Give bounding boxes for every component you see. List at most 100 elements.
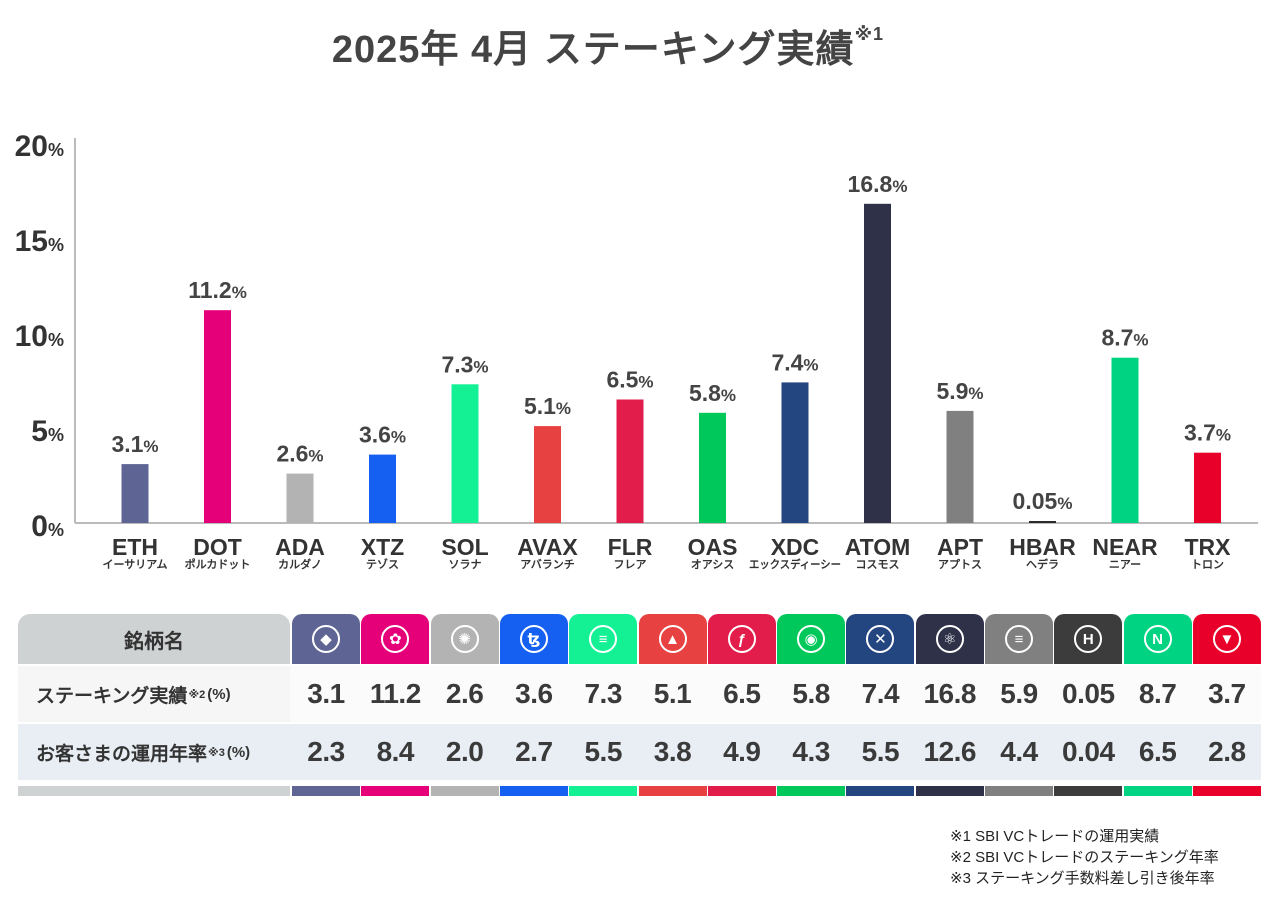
xtz-icon: ꜩ (519, 625, 548, 653)
column-footer-strip (638, 786, 707, 796)
table-cell: 3.8 (638, 724, 707, 780)
x-tick-kana-apt: アプトス (938, 557, 982, 571)
bar-sol (451, 384, 479, 523)
bar-hbar (1029, 521, 1056, 523)
column-header: ≡ (985, 614, 1053, 664)
column-header: ◆ (292, 614, 360, 664)
column-footer-strip (915, 786, 984, 796)
column-footer-strip (1054, 786, 1123, 796)
x-tick-kana-dot: ポルカドット (185, 557, 251, 571)
value-label-flr: 6.5% (606, 367, 653, 393)
y-tick-label: 10% (15, 320, 64, 353)
column-footer-strip (846, 786, 915, 796)
x-tick-kana-flr: フレア (614, 558, 647, 571)
table-cell: 7.4 (846, 666, 915, 722)
column-footer-strip (569, 786, 638, 796)
footnote-3: ※3 ステーキング手数料差し引き後年率 (950, 870, 1215, 887)
table-cell: 5.9 (985, 666, 1053, 722)
column-footer-strip (777, 786, 846, 796)
xdc-icon: ✕ (866, 625, 895, 653)
value-label-xdc: 7.4% (771, 349, 818, 375)
y-tick-label: 15% (15, 225, 64, 258)
table-cell: 12.6 (915, 724, 984, 780)
hbar-icon: H (1074, 625, 1103, 653)
x-tick-kana-hbar: ヘデラ (1026, 557, 1059, 571)
y-tick-label: 0% (31, 510, 64, 543)
value-label-atom: 16.8% (848, 171, 908, 197)
column-header: ▲ (638, 614, 707, 664)
value-label-avax: 5.1% (524, 393, 571, 419)
table-cell: 3.1 (292, 666, 360, 722)
table-cell: 5.1 (638, 666, 707, 722)
value-label-near: 8.7% (1101, 325, 1148, 351)
value-label-apt: 5.9% (936, 378, 983, 404)
x-tick-label-atom: ATOM (845, 534, 911, 560)
table-header-name: 銘柄名 (18, 614, 290, 664)
table-cell: 6.5 (1123, 724, 1192, 780)
avax-icon: ▲ (658, 625, 687, 653)
table-cell: 2.6 (430, 666, 499, 722)
table-cell: 4.4 (985, 724, 1053, 780)
x-tick-label-sol: SOL (441, 534, 488, 560)
x-tick-label-trx: TRX (1185, 534, 1232, 560)
value-label-dot: 11.2% (188, 277, 247, 303)
footnote-1: ※1 SBI VCトレードの運用実績 (950, 828, 1160, 845)
x-tick-kana-near: ニアー (1109, 558, 1141, 571)
column-footer-strip (361, 786, 430, 796)
x-tick-label-eth: ETH (112, 534, 158, 560)
table-cell: 11.2 (361, 666, 430, 722)
table-cell: 0.05 (1054, 666, 1123, 722)
table-cell: 5.8 (777, 666, 846, 722)
column-footer-strip (1123, 786, 1192, 796)
table-cell: 5.5 (569, 724, 638, 780)
sol-icon: ≡ (589, 625, 618, 653)
bar-atom (864, 203, 891, 524)
bar-avax (534, 426, 561, 523)
ada-icon: ✺ (450, 625, 479, 653)
bar-flr (616, 399, 644, 523)
value-label-oas: 5.8% (689, 380, 736, 406)
bar-trx (1194, 452, 1221, 523)
x-tick-kana-eth: イーサリアム (102, 558, 167, 571)
atom-icon: ⚛ (935, 625, 964, 653)
bar-near (1111, 357, 1139, 523)
x-tick-label-apt: APT (937, 534, 983, 560)
x-tick-kana-xtz: テゾス (366, 557, 399, 571)
bar-xtz (369, 454, 396, 523)
x-tick-kana-ada: カルダノ (278, 557, 322, 571)
column-header: ƒ (707, 614, 776, 664)
value-label-sol: 7.3% (441, 351, 488, 377)
x-tick-label-avax: AVAX (517, 534, 578, 560)
column-header: ✺ (430, 614, 499, 664)
column-header: ✿ (361, 614, 430, 664)
column-footer-strip (499, 786, 568, 796)
column-header: ꜩ (499, 614, 568, 664)
bar-ada (286, 473, 314, 523)
x-tick-kana-trx: トロン (1191, 558, 1224, 571)
bar-oas (699, 412, 726, 523)
table-cell: 2.3 (292, 724, 360, 780)
bar-eth (121, 464, 149, 523)
x-tick-kana-sol: ソラナ (449, 558, 482, 571)
row-label-yield: お客さまの運用年率 ※3 (%) (18, 724, 290, 780)
table-row-staking: ステーキング実績 ※2 (%) 3.1 11.2 2.6 3.6 7.3 5.1 6.5 5.8 7… (18, 666, 1261, 722)
column-header: ✕ (846, 614, 915, 664)
row-label-staking: ステーキング実績 ※2 (%) (18, 666, 290, 722)
value-label-trx: 3.7% (1184, 420, 1231, 446)
eth-icon: ◆ (312, 625, 340, 653)
x-tick-label-ada: ADA (275, 534, 325, 560)
table-cell: 8.4 (361, 724, 430, 780)
column-header: N (1123, 614, 1192, 664)
table-cell: 2.0 (430, 724, 499, 780)
x-tick-label-xtz: XTZ (361, 534, 404, 560)
near-icon: N (1143, 625, 1172, 653)
x-tick-label-hbar: HBAR (1009, 534, 1076, 560)
x-tick-kana-xdc: エックスディーシー (749, 557, 841, 571)
column-header: H (1054, 614, 1123, 664)
x-tick-label-flr: FLR (608, 534, 653, 560)
table-cell: 8.7 (1123, 666, 1192, 722)
column-header: ▼ (1192, 614, 1261, 664)
y-tick-label: 20% (15, 130, 64, 163)
bar-xdc (781, 382, 809, 523)
